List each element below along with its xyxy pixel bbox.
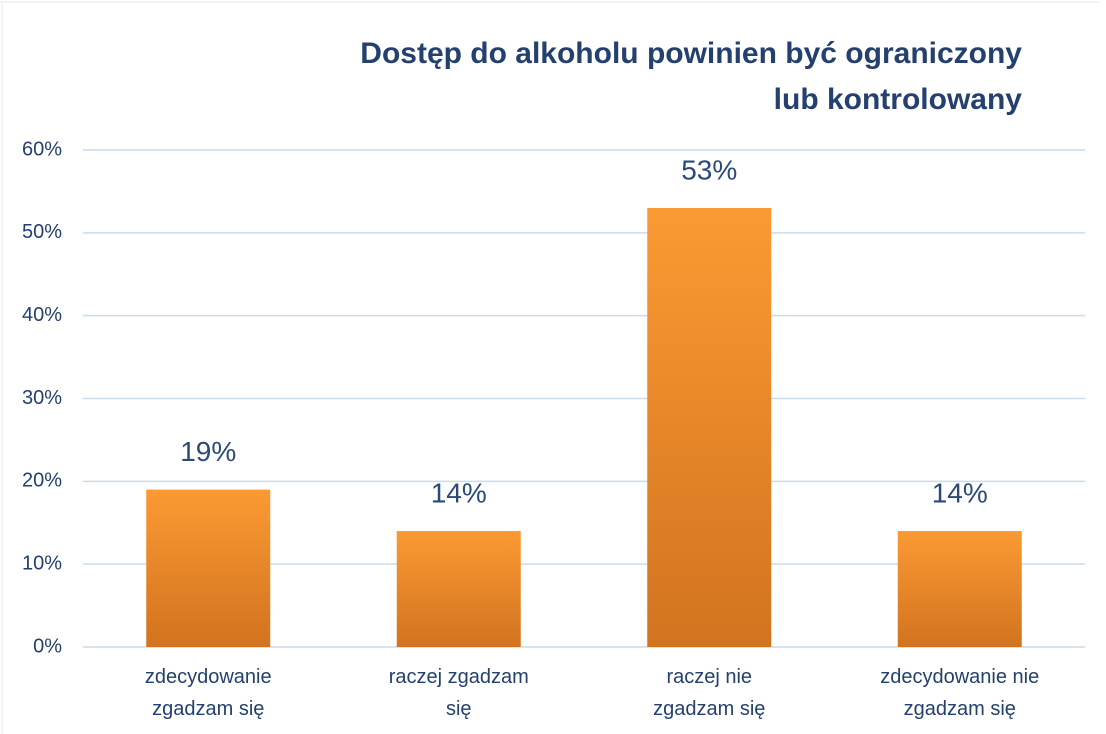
y-tick-label: 40%: [22, 304, 62, 326]
y-tick-label: 10%: [22, 552, 62, 574]
y-tick-label: 60%: [22, 138, 62, 160]
chart-title: lub kontrolowany: [774, 83, 1023, 116]
bar: [146, 489, 271, 647]
y-tick-label: 30%: [22, 387, 62, 409]
bar: [396, 531, 521, 647]
y-tick-label: 50%: [22, 221, 62, 243]
y-tick-label: 20%: [22, 470, 62, 492]
data-label: 53%: [681, 154, 737, 185]
data-label: 19%: [180, 436, 236, 467]
chart-title: Dostęp do alkoholu powinien być ogranicz…: [360, 37, 1022, 70]
x-tick-label: zdecydowanie nie zgadzam się: [880, 666, 1040, 720]
data-label: 14%: [431, 477, 487, 508]
x-tick-label: zdecydowanie zgadzam się: [144, 666, 272, 720]
bar: [647, 207, 772, 647]
bar: [897, 531, 1022, 647]
y-tick-label: 0%: [33, 635, 62, 657]
x-tick-label: raczej nie zgadzam się: [653, 666, 766, 720]
data-label: 14%: [932, 477, 988, 508]
x-tick-label: raczej zgadzam się: [388, 666, 529, 720]
